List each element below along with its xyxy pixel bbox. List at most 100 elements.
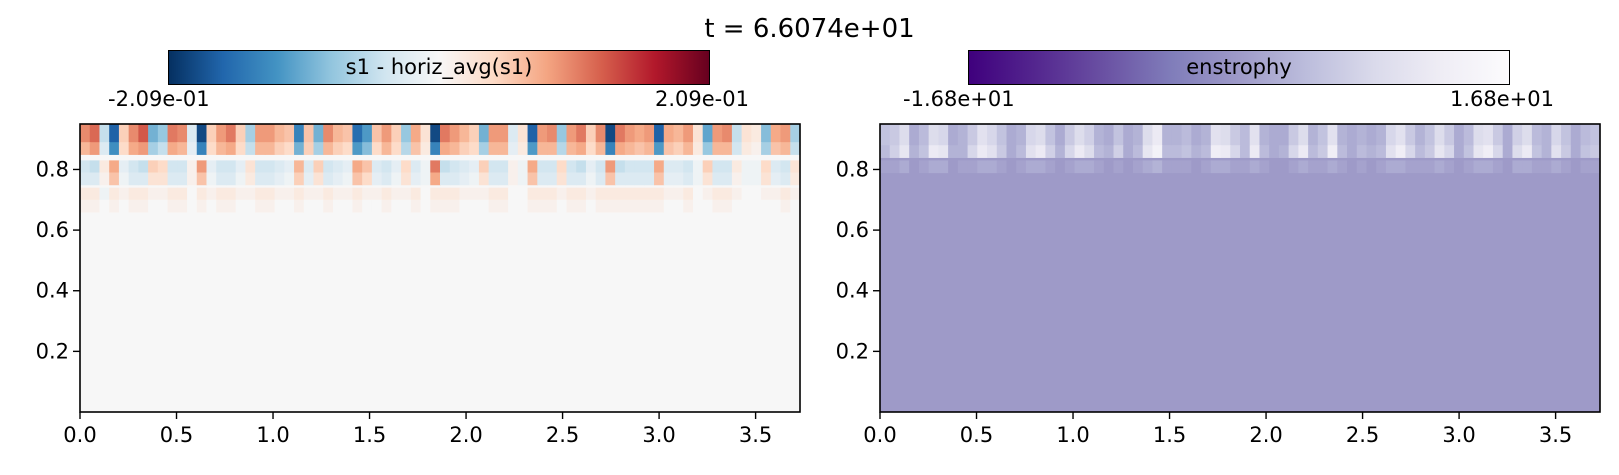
- heatmap-cell: [391, 160, 402, 174]
- heatmap-cell: [1463, 160, 1475, 174]
- heatmap-cell: [1531, 160, 1543, 174]
- heatmap-cell: [1405, 124, 1416, 146]
- heatmap-cell: [1454, 160, 1465, 174]
- heatmap-cell: [644, 124, 655, 146]
- heatmap-cell: [118, 124, 130, 146]
- heatmap-cell: [615, 124, 626, 146]
- heatmap-cell: [957, 160, 969, 174]
- heatmap-cell: [469, 187, 480, 201]
- heatmap-cell: [342, 187, 354, 201]
- heatmap-cell: [1580, 124, 1591, 146]
- heatmap-cell: [196, 160, 208, 174]
- heatmap-cell: [1278, 145, 1290, 158]
- heatmap-cell: [556, 160, 568, 174]
- heatmap-cell: [1142, 145, 1154, 158]
- heatmap-cell: [391, 172, 402, 186]
- heatmap-cell: [683, 172, 694, 186]
- heatmap-cell: [761, 160, 772, 174]
- heatmap-cell: [1327, 124, 1338, 146]
- heatmap-cell: [1512, 160, 1523, 174]
- heatmap-cell: [1541, 160, 1552, 174]
- heatmap-cell: [440, 142, 451, 155]
- heatmap-cell: [410, 160, 422, 174]
- heatmap-cell: [517, 172, 529, 186]
- heatmap-cell: [206, 187, 217, 201]
- heatmap-cell: [683, 142, 694, 155]
- heatmap-cell: [235, 160, 247, 174]
- heatmap-cell: [284, 142, 295, 155]
- heatmap-cell: [478, 160, 490, 174]
- heatmap-cell: [1240, 145, 1251, 158]
- heatmap-cell: [80, 199, 91, 213]
- heatmap-cell: [1045, 160, 1056, 174]
- heatmap-cell: [391, 199, 402, 213]
- heatmap-cell: [1531, 145, 1543, 158]
- heatmap-cell: [634, 142, 645, 155]
- heatmap-cell: [430, 142, 441, 155]
- heatmap-cell: [673, 187, 684, 201]
- heatmap-cell: [1220, 160, 1231, 174]
- heatmap-cell: [138, 160, 149, 174]
- heatmap-cell: [1590, 124, 1601, 146]
- heatmap-cell: [1376, 160, 1387, 174]
- heatmap-cell: [987, 124, 998, 146]
- heatmap-cell: [1016, 124, 1027, 146]
- heatmap-cell: [235, 124, 247, 146]
- heatmap-cell: [449, 142, 461, 155]
- heatmap-cell: [264, 142, 276, 155]
- heatmap-cell: [547, 160, 558, 174]
- heatmap-cell: [1512, 145, 1523, 158]
- heatmap-cell: [381, 187, 392, 201]
- heatmap-cell: [1045, 124, 1056, 146]
- heatmap-cell: [245, 142, 256, 155]
- x-tick-label: 3.5: [739, 423, 772, 447]
- heatmap-cell: [673, 199, 684, 213]
- heatmap-cell: [595, 187, 607, 201]
- heatmap-cell: [1103, 124, 1115, 146]
- heatmap-cell: [634, 160, 645, 174]
- heatmap-cell: [1152, 145, 1163, 158]
- heatmap-cell: [1288, 124, 1299, 146]
- heatmap-cell: [909, 145, 920, 158]
- heatmap-cell: [1463, 145, 1475, 158]
- heatmap-cell: [741, 187, 752, 201]
- heatmap-cell: [264, 187, 276, 201]
- heatmap-cell: [547, 142, 558, 155]
- heatmap-cell: [138, 142, 149, 155]
- x-tick-label: 2.0: [1249, 423, 1282, 447]
- heatmap-cell: [274, 187, 285, 201]
- heatmap-cell: [605, 172, 616, 186]
- heatmap-cell: [595, 199, 607, 213]
- heatmap-cell: [128, 187, 139, 201]
- heatmap-cell: [644, 160, 655, 174]
- heatmap-cell: [109, 124, 120, 146]
- heatmap-cell: [255, 172, 266, 186]
- heatmap-cell: [381, 199, 392, 213]
- heatmap-cell: [1201, 160, 1212, 174]
- heatmap-cell: [547, 172, 558, 186]
- heatmap-cell: [332, 187, 344, 201]
- heatmap-cell: [780, 124, 791, 146]
- heatmap-cell: [381, 172, 392, 186]
- heatmap-cell: [1240, 160, 1251, 174]
- heatmap-cell: [498, 187, 509, 201]
- heatmap-cell: [1132, 124, 1144, 146]
- colorbar-max-label-s1: 2.09e-01: [655, 87, 749, 111]
- heatmap-cell: [731, 142, 743, 155]
- heatmap-cell: [1074, 160, 1085, 174]
- heatmap-cell: [459, 187, 470, 201]
- heatmap-cell: [880, 145, 891, 158]
- heatmap-cell: [1308, 160, 1319, 174]
- heatmap-cell: [899, 160, 910, 174]
- heatmap-cell: [1035, 160, 1047, 174]
- heatmap-cell: [644, 172, 655, 186]
- heatmap-cell: [148, 124, 159, 146]
- heatmap-cell: [1366, 124, 1377, 146]
- heatmap-cell: [790, 199, 801, 213]
- heatmap-cell: [255, 199, 266, 213]
- heatmap-cell: [1084, 160, 1095, 174]
- x-tick-label: 2.5: [546, 423, 579, 447]
- heatmap-cell: [1123, 124, 1134, 146]
- heatmap-cell: [303, 187, 315, 201]
- heatmap-cell: [245, 124, 256, 146]
